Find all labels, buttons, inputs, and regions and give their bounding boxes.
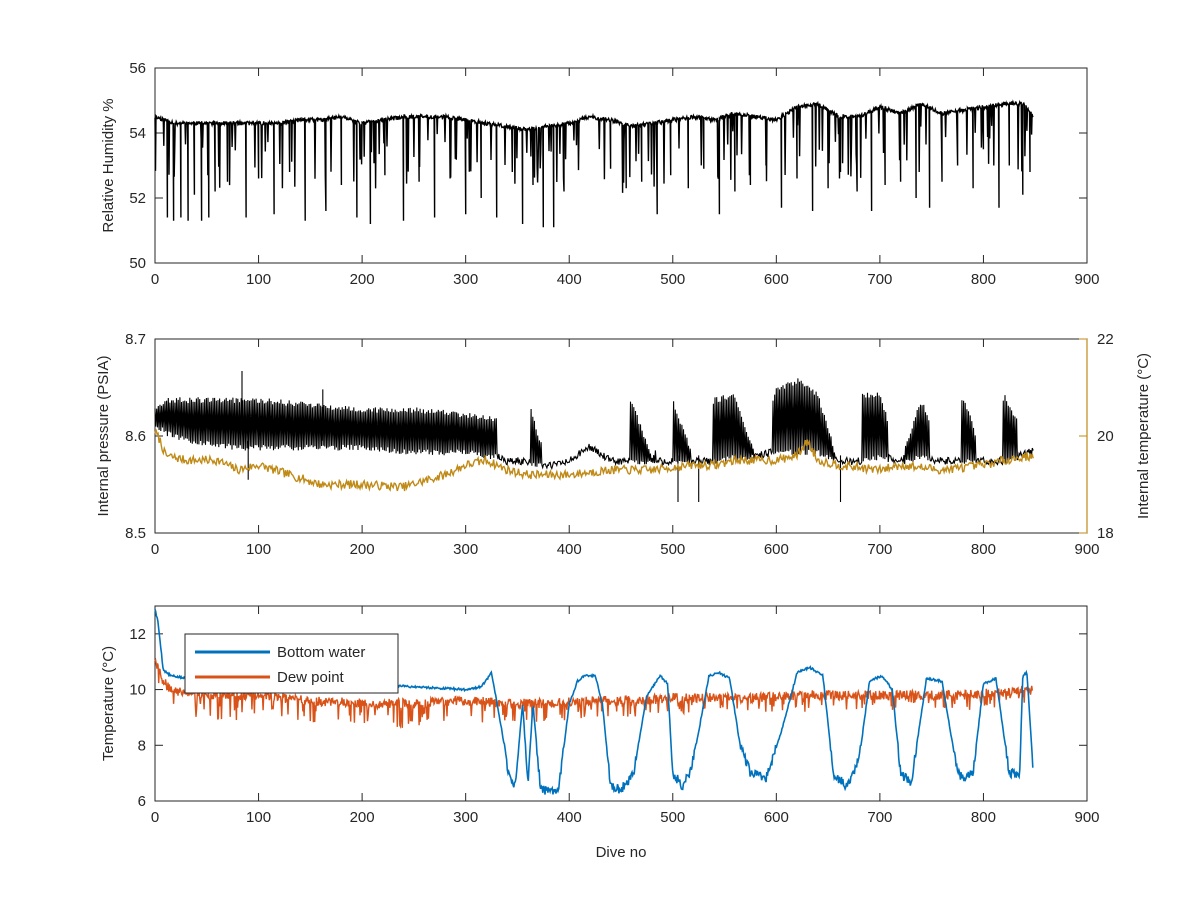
y-tick-label: 8.7: [125, 331, 146, 348]
x-tick-label: 700: [867, 809, 892, 826]
x-tick-label: 500: [660, 541, 685, 558]
dew-point-line: [154, 657, 1034, 729]
x-tick-label: 400: [557, 271, 582, 288]
legend-label-bottom-water: Bottom water: [277, 644, 365, 661]
legend: Bottom water Dew point: [184, 633, 399, 694]
x-tick-label: 400: [557, 809, 582, 826]
y-axis-label-right: Internal temperature (°C): [1135, 353, 1152, 519]
x-tick-label: 500: [660, 809, 685, 826]
x-tick-label: 0: [151, 271, 159, 288]
x-tick-label: 100: [246, 541, 271, 558]
y-axis-label: Temperature (°C): [100, 646, 117, 761]
x-tick-label: 400: [557, 541, 582, 558]
axes-2: 0 100 200 300 400 500 600 700 800 900 8.5 8.6 8.7 Int…: [95, 331, 1152, 558]
plot-frame: [154, 67, 1088, 264]
x-tick-label: 100: [246, 809, 271, 826]
y-tick-label-right: 22: [1097, 331, 1114, 348]
x-tick-label: 700: [867, 541, 892, 558]
x-tick-label: 100: [246, 271, 271, 288]
x-tick-label: 500: [660, 271, 685, 288]
x-axis-label: Dive no: [596, 844, 647, 861]
x-tick-label: 300: [453, 541, 478, 558]
y-tick-label: 54: [129, 125, 146, 142]
x-tick-label: 800: [971, 541, 996, 558]
x-tick-label: 900: [1074, 271, 1099, 288]
y-tick-label: 52: [129, 190, 146, 207]
x-tick-label: 300: [453, 809, 478, 826]
y-tick-label: 10: [129, 682, 146, 699]
y-axis-label: Internal pressure (PSIA): [95, 356, 112, 517]
axes-3: 0 100 200 300 400 500 600 700 800 900 6 8 10 12 Temper…: [100, 605, 1100, 861]
y-tick-label: 6: [138, 793, 146, 810]
internal-temperature-line: [154, 429, 1034, 492]
x-tick-label: 900: [1074, 541, 1099, 558]
x-tick-label: 200: [350, 271, 375, 288]
y-tick-label: 12: [129, 626, 146, 643]
y-tick-label: 8: [138, 737, 146, 754]
pressure-line: [154, 371, 1034, 502]
y-tick-label: 50: [129, 255, 146, 272]
x-tick-label: 600: [764, 541, 789, 558]
axes-1: 0 100 200 300 400 500 600 700 800 900 50 52 54 56 Rela…: [100, 60, 1100, 288]
y-tick-label-right: 18: [1097, 525, 1114, 542]
y-tick-label: 8.5: [125, 525, 146, 542]
y-tick-label: 8.6: [125, 428, 146, 445]
y-tick-label: 56: [129, 60, 146, 77]
x-tick-label: 200: [350, 541, 375, 558]
x-tick-label: 0: [151, 809, 159, 826]
x-tick-label: 900: [1074, 809, 1099, 826]
x-tick-label: 800: [971, 271, 996, 288]
x-tick-label: 800: [971, 809, 996, 826]
y-axis-label: Relative Humidity %: [100, 98, 117, 232]
x-tick-label: 600: [764, 809, 789, 826]
x-tick-label: 200: [350, 809, 375, 826]
legend-label-dew-point: Dew point: [277, 669, 345, 686]
humidity-line: [154, 99, 1034, 228]
x-tick-label: 600: [764, 271, 789, 288]
x-tick-label: 0: [151, 541, 159, 558]
x-tick-label: 300: [453, 271, 478, 288]
legend-box: [184, 633, 399, 694]
x-tick-label: 700: [867, 271, 892, 288]
y-tick-label-right: 20: [1097, 428, 1114, 445]
